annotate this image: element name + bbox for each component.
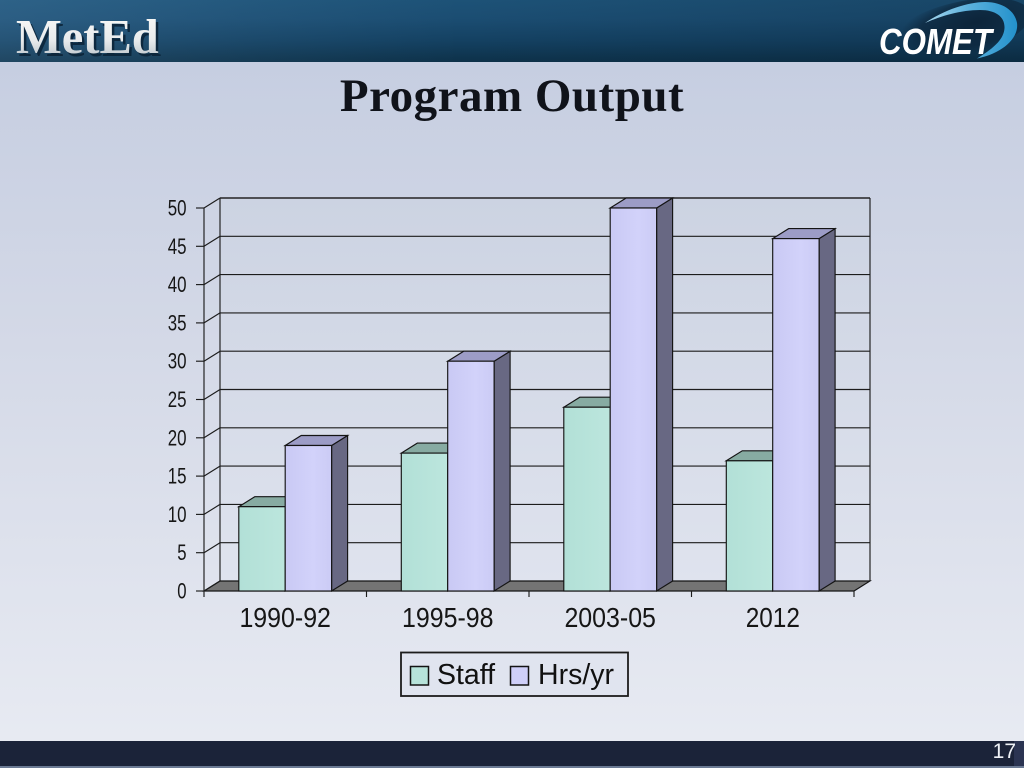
svg-text:2012: 2012: [746, 602, 800, 633]
svg-text:5: 5: [177, 540, 186, 565]
svg-text:2003-05: 2003-05: [564, 602, 656, 633]
svg-text:10: 10: [168, 502, 187, 527]
svg-text:Staff: Staff: [437, 659, 495, 691]
svg-text:MetEd: MetEd: [16, 11, 159, 62]
svg-text:45: 45: [168, 234, 187, 259]
svg-text:1995-98: 1995-98: [402, 602, 494, 633]
svg-text:15: 15: [168, 464, 187, 489]
svg-text:0: 0: [177, 579, 186, 604]
svg-text:COMET: COMET: [879, 21, 995, 62]
svg-text:40: 40: [168, 272, 187, 297]
svg-text:25: 25: [168, 387, 187, 412]
svg-text:1990-92: 1990-92: [239, 602, 331, 633]
svg-text:MetEd: MetEd: [19, 14, 162, 62]
svg-text:30: 30: [168, 349, 187, 374]
svg-text:50: 50: [168, 196, 187, 221]
svg-text:Hrs/yr: Hrs/yr: [538, 659, 614, 691]
svg-text:20: 20: [168, 425, 187, 450]
svg-text:35: 35: [168, 310, 187, 335]
